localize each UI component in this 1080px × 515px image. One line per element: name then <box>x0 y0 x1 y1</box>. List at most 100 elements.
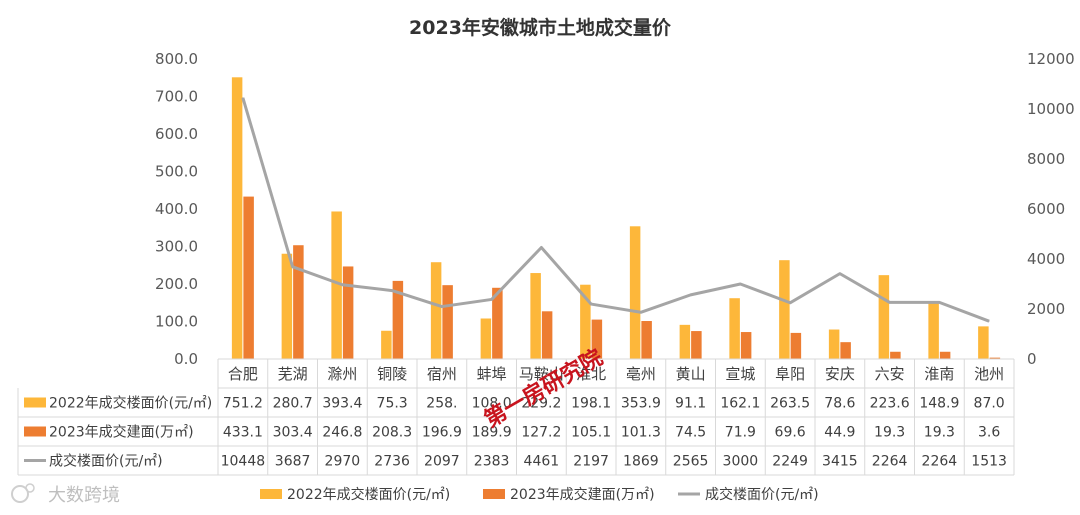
table-cell: 263.5 <box>770 396 810 412</box>
bar-2023 <box>541 311 553 359</box>
category-label: 安庆 <box>825 365 855 383</box>
bar-2023 <box>641 321 652 359</box>
left-tick-label: 800.0 <box>155 50 198 68</box>
category-label: 滁州 <box>327 365 357 383</box>
left-tick-label: 100.0 <box>155 313 198 331</box>
table-cell: 44.9 <box>824 425 855 441</box>
category-label: 宿州 <box>427 365 457 383</box>
bar-2023 <box>840 342 851 359</box>
table-cell: 3687 <box>275 454 311 470</box>
left-tick-label: 0.0 <box>174 350 198 368</box>
line-point <box>988 320 990 322</box>
bar-2022 <box>679 324 691 359</box>
table-cell: 393.4 <box>322 396 362 412</box>
category-label: 阜阳 <box>775 365 805 383</box>
line-point <box>491 298 493 300</box>
table-cell: 69.6 <box>775 425 806 441</box>
table-cell: 4461 <box>524 454 560 470</box>
bar-2023 <box>591 319 603 359</box>
category-label: 蚌埠 <box>477 365 507 383</box>
bar-2022 <box>381 330 392 359</box>
bar-2022 <box>231 77 243 360</box>
table-cell: 189.9 <box>472 425 512 441</box>
table-cell: 196.9 <box>422 425 462 441</box>
bar-2023 <box>989 357 1001 359</box>
bar-2023 <box>890 351 901 359</box>
legend-label: 2022年成交楼面价(元/㎡) <box>287 486 450 503</box>
category-label: 池州 <box>974 365 1004 383</box>
table-cell: 162.1 <box>720 396 760 412</box>
category-label: 合肥 <box>228 365 258 383</box>
table-cell: 353.9 <box>621 396 661 412</box>
table-cell: 2264 <box>922 454 958 470</box>
line-point <box>391 290 393 292</box>
line-point <box>739 283 741 285</box>
table-cell: 3415 <box>822 454 858 470</box>
data-table: 合肥 芜湖 滁州 铜陵 宿州 蚌埠 马鞍山 淮北 亳州 黄山 宣城 阜阳 安庆 六安 淮南 池州 2022年成交… <box>17 358 1015 476</box>
line-series <box>241 97 990 323</box>
table-cell: 2097 <box>424 454 460 470</box>
category-label: 芜湖 <box>278 365 308 383</box>
line-point <box>789 302 791 304</box>
category-label: 宣城 <box>725 365 755 383</box>
row-legend-swatch <box>24 397 46 408</box>
table-cell: 303.4 <box>273 425 313 441</box>
table-cell: 19.3 <box>924 425 955 441</box>
right-tick-label: 4000 <box>1027 250 1065 268</box>
table-cell: 2264 <box>872 454 908 470</box>
table-cell: 78.6 <box>824 396 855 412</box>
left-tick-label: 700.0 <box>155 88 198 106</box>
legend-label: 成交楼面价(元/㎡) <box>705 486 819 503</box>
bar-2022 <box>430 262 442 359</box>
table-cell: 1513 <box>971 454 1007 470</box>
line-point <box>839 273 841 275</box>
table-cell: 1869 <box>623 454 659 470</box>
brand-text: 大数跨境 <box>48 485 120 506</box>
table-cell: 74.5 <box>675 425 706 441</box>
bar-2023 <box>492 287 503 359</box>
table-cell: 101.3 <box>621 425 661 441</box>
category-label: 淮北 <box>576 365 606 383</box>
bar-2022 <box>580 284 591 359</box>
category-label: 马鞍山 <box>519 365 564 383</box>
line-point <box>540 246 542 248</box>
legend-swatch <box>483 489 505 499</box>
table-cell: 108.0 <box>472 396 512 412</box>
category-label: 铜陵 <box>377 365 407 383</box>
brand-logo: 大数跨境 <box>11 483 120 506</box>
right-tick-label: 10000 <box>1027 100 1075 118</box>
row-label: 成交楼面价(元/㎡) <box>49 453 163 470</box>
category-label: 六安 <box>875 365 905 383</box>
bar-2022 <box>729 298 740 359</box>
bar-2023 <box>691 331 702 359</box>
table-cell: 751.2 <box>223 396 263 412</box>
bar-2022 <box>828 329 840 359</box>
right-tick-label: 12000 <box>1027 50 1075 68</box>
table-cell: 3000 <box>723 454 759 470</box>
table-cell: 208.3 <box>372 425 412 441</box>
table-cell: 87.0 <box>974 396 1005 412</box>
line-point <box>590 303 592 305</box>
left-axis: 0.0 100.0 200.0 300.0 400.0 500.0 600.0 700.0 80… <box>155 50 198 368</box>
bar-2022 <box>779 260 790 359</box>
right-tick-label: 6000 <box>1027 200 1065 218</box>
left-tick-label: 500.0 <box>155 163 198 181</box>
brand-logo-icon <box>11 485 29 503</box>
bars <box>231 77 1001 360</box>
bar-2023 <box>342 266 354 359</box>
table-cell: 229.2 <box>521 396 561 412</box>
bar-2022 <box>928 303 939 359</box>
line-point <box>690 294 692 296</box>
table-cell: 127.2 <box>521 425 561 441</box>
row-label: 2023年成交建面(万㎡) <box>49 424 194 441</box>
bar-2023 <box>790 332 802 359</box>
table-cell: 148.9 <box>919 396 959 412</box>
line-point <box>640 311 642 313</box>
table-cell: 91.1 <box>675 396 706 412</box>
legend: 2022年成交楼面价(元/㎡) 2023年成交建面(万㎡) 成交楼面价(元/㎡) <box>260 486 819 503</box>
table-cell: 280.7 <box>273 396 313 412</box>
left-tick-label: 600.0 <box>155 125 198 143</box>
table-cell: 2736 <box>374 454 410 470</box>
bar-2022 <box>878 275 890 359</box>
